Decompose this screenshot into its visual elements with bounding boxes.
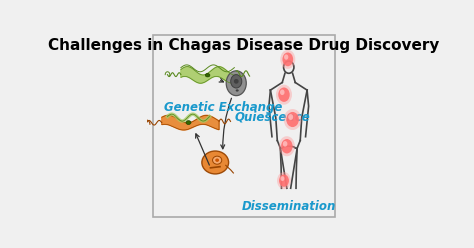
Ellipse shape xyxy=(202,151,228,174)
Ellipse shape xyxy=(276,85,292,105)
Ellipse shape xyxy=(215,158,219,162)
Ellipse shape xyxy=(284,54,288,60)
Ellipse shape xyxy=(283,141,287,147)
Text: Challenges in Chagas Disease Drug Discovery: Challenges in Chagas Disease Drug Discov… xyxy=(48,38,439,53)
Ellipse shape xyxy=(283,53,293,66)
Text: Dissemination: Dissemination xyxy=(242,200,336,213)
Ellipse shape xyxy=(234,79,238,84)
Ellipse shape xyxy=(278,88,290,102)
Ellipse shape xyxy=(205,73,210,77)
Ellipse shape xyxy=(281,176,284,181)
Ellipse shape xyxy=(279,136,295,156)
Ellipse shape xyxy=(279,174,289,187)
Ellipse shape xyxy=(280,90,284,95)
Ellipse shape xyxy=(281,139,292,154)
Polygon shape xyxy=(181,67,236,83)
Ellipse shape xyxy=(288,114,293,120)
Ellipse shape xyxy=(226,71,246,96)
Text: Genetic Exchange: Genetic Exchange xyxy=(164,101,282,114)
Ellipse shape xyxy=(231,75,242,88)
Polygon shape xyxy=(162,115,219,130)
Text: Quiescence: Quiescence xyxy=(234,110,310,123)
Ellipse shape xyxy=(284,109,301,130)
Ellipse shape xyxy=(212,156,222,164)
Ellipse shape xyxy=(280,50,295,69)
Ellipse shape xyxy=(186,121,191,124)
Ellipse shape xyxy=(277,172,291,189)
Ellipse shape xyxy=(286,112,299,127)
Ellipse shape xyxy=(236,89,239,92)
